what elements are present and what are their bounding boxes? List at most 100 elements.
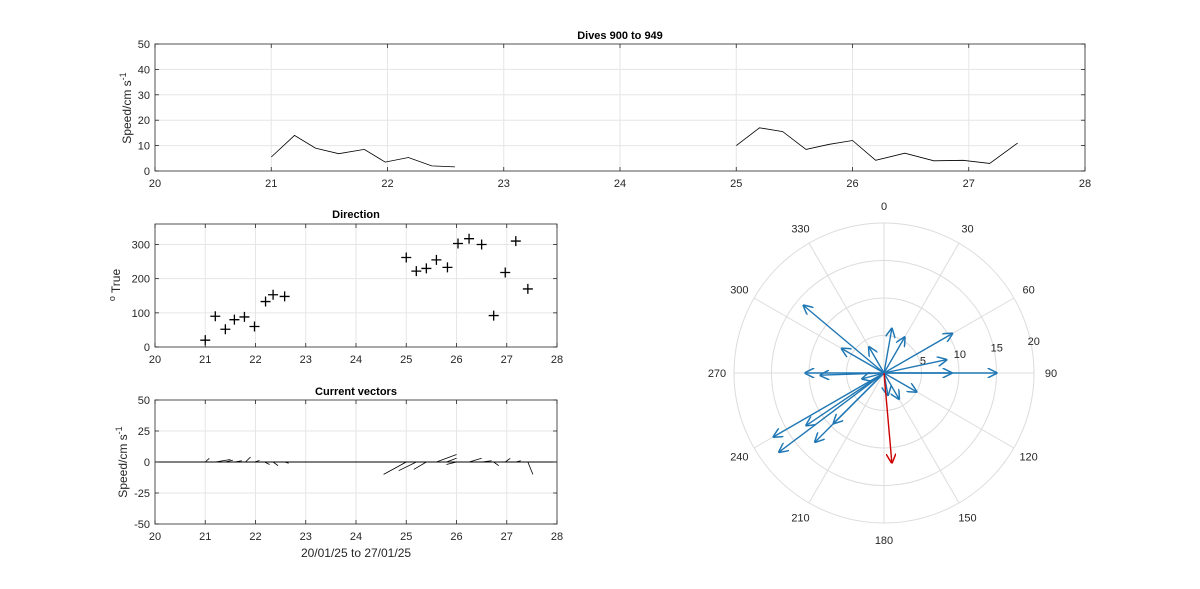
speed-ytick-label: 40: [138, 64, 150, 76]
vector-stick: [515, 460, 521, 463]
vectors-xtick-label: 21: [199, 531, 211, 543]
direction-point: [431, 254, 442, 265]
vector-stick: [413, 461, 427, 470]
polar-arrow: [804, 306, 885, 374]
vector-stick: [481, 460, 492, 463]
direction-point: [510, 236, 521, 247]
vector-stick: [505, 457, 511, 463]
vectors-ytick-label: -25: [134, 488, 150, 500]
direction-point: [421, 263, 432, 274]
polar-arrow: [862, 373, 885, 379]
vectors-xtick-label: 23: [300, 531, 312, 543]
speed-xtick-label: 21: [265, 178, 277, 190]
polar-theta-label: 240: [730, 452, 748, 464]
vectors-sticks: [155, 454, 557, 475]
polar-arrow: [820, 373, 885, 375]
vector-stick: [468, 457, 482, 463]
speed-xtick-label: 28: [1079, 178, 1091, 190]
direction-ytick-label: 300: [132, 240, 150, 252]
vector-stick: [254, 460, 260, 463]
vectors-xtick-label: 25: [400, 531, 412, 543]
direction-xtick-label: 26: [450, 354, 462, 366]
polar-arrow: [834, 372, 885, 423]
vectors-ticks: 20 21 22 23 24 25 26 27 28 -50 -25 0 25 50: [134, 395, 563, 543]
direction-ytick-label: 200: [132, 274, 150, 286]
speed-ytick-label: 30: [138, 90, 150, 102]
vector-stick: [245, 456, 251, 463]
direction-point: [522, 283, 533, 294]
speed-ticks: 20 21 22 23 24 25 26 27 28 0 10 20 30 40 50: [138, 39, 1091, 190]
direction-ylabel-prefix: o: [107, 296, 117, 301]
direction-point: [488, 310, 499, 321]
polar-theta-label: 120: [1019, 452, 1037, 464]
polar-arrow: [883, 334, 952, 374]
direction-xtick-label: 22: [249, 354, 261, 366]
direction-xtick-label: 23: [300, 354, 312, 366]
polar-labels: 0 30 60 90 120 150 180 210 240 270 300 330 5 10 15 20: [708, 201, 1057, 547]
vectors-ylabel-sup: -1: [114, 426, 124, 434]
direction-title: Direction: [332, 209, 380, 221]
polar-arrows: [774, 306, 997, 463]
direction-axes: 20 21 22 23 24 25 26 27 28 0 100 200 300 Direction o…: [107, 209, 563, 366]
speed-grid: [155, 44, 1085, 171]
polar-theta-label: 270: [708, 368, 726, 380]
vectors-xtick-label: 27: [501, 531, 513, 543]
speed-ytick-label: 10: [138, 141, 150, 153]
vectors-ylabel: Speed/cm s-1: [114, 426, 130, 497]
speed-title: Dives 900 to 949: [577, 30, 663, 42]
speed-ylabel-text: Speed/cm s: [120, 80, 134, 143]
vectors-xtick-label: 26: [450, 531, 462, 543]
vector-stick: [527, 461, 534, 475]
polar-theta-label: 300: [730, 285, 748, 297]
direction-xtick-label: 28: [551, 354, 563, 366]
polar-theta-label: 210: [791, 513, 809, 525]
direction-ytick-label: 100: [132, 308, 150, 320]
direction-xtick-label: 20: [149, 354, 161, 366]
direction-point: [210, 311, 221, 322]
polar-r-label: 15: [991, 342, 1003, 354]
direction-point: [220, 324, 231, 335]
vectors-axes: 20 21 22 23 24 25 26 27 28 -50 -25 0 25 50 Current ve…: [114, 386, 563, 560]
speed-xtick-label: 23: [498, 178, 510, 190]
vector-stick: [493, 461, 499, 467]
vectors-ylabel-text: Speed/cm s: [116, 434, 130, 497]
vectors-ytick-label: 50: [138, 395, 150, 407]
polar-arrow: [869, 347, 885, 374]
polar-arrow: [883, 360, 946, 374]
direction-xtick-label: 27: [501, 354, 513, 366]
direction-point: [249, 321, 260, 332]
polar-arrow: [774, 372, 885, 437]
polar-r-label: 20: [1028, 336, 1040, 348]
direction-grid: [155, 224, 557, 347]
direction-ylabel-text: True: [109, 269, 123, 294]
direction-xtick-label: 21: [199, 354, 211, 366]
direction-point: [279, 291, 290, 302]
vector-stick: [272, 461, 279, 467]
direction-point: [476, 239, 487, 250]
direction-point: [260, 296, 271, 307]
speed-axes: 20 21 22 23 24 25 26 27 28 0 10 20 30 40 50 Dives 900 …: [118, 30, 1091, 190]
polar-axes: 0 30 60 90 120 150 180 210 240 270 300 330 5 10 15 20: [708, 201, 1057, 547]
speed-xtick-label: 26: [846, 178, 858, 190]
vector-stick: [446, 461, 457, 465]
vectors-xlabel: 20/01/25 to 27/01/25: [301, 546, 411, 560]
polar-arrow: [842, 349, 885, 374]
polar-arrow: [883, 329, 892, 374]
vector-stick: [284, 461, 289, 464]
direction-ticks: 20 21 22 23 24 25 26 27 28 0 100 200 300: [132, 224, 563, 366]
direction-point: [464, 233, 475, 244]
vector-stick: [264, 461, 270, 465]
vector-stick: [383, 461, 407, 475]
direction-point: [401, 252, 412, 263]
speed-ytick-label: 50: [138, 39, 150, 51]
speed-ylabel: Speed/cm s-1: [118, 72, 134, 143]
polar-theta-label: 150: [958, 513, 976, 525]
polar-theta-label: 60: [1023, 285, 1035, 297]
direction-point: [239, 311, 250, 322]
direction-ylabel: o True: [107, 269, 123, 302]
vector-stick: [225, 459, 233, 463]
vectors-ytick-label: 0: [144, 457, 150, 469]
speed-ylabel-sup: -1: [118, 72, 128, 80]
vector-stick: [215, 459, 231, 463]
